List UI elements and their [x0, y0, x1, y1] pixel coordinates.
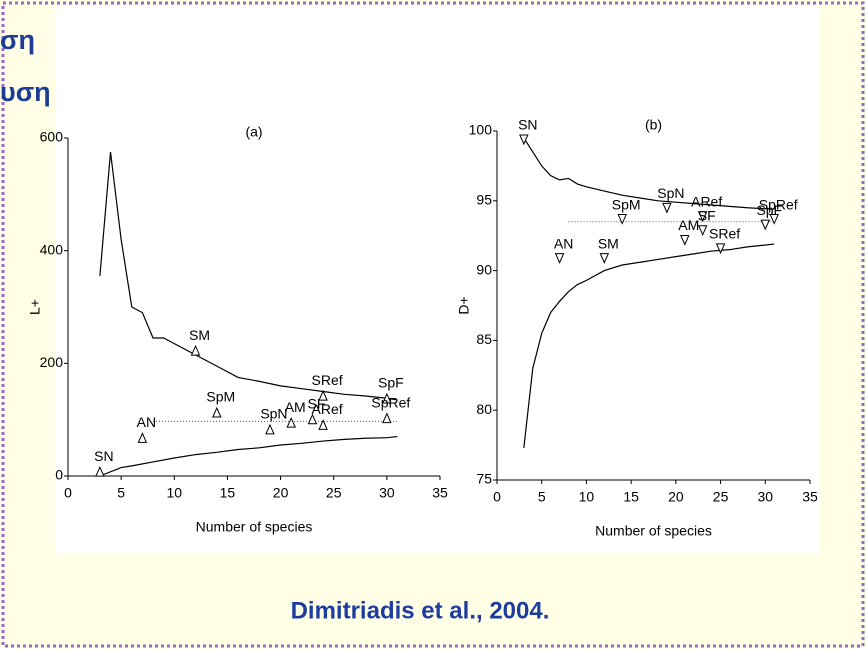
heading-line: ση [0, 25, 35, 55]
point [137, 432, 148, 443]
x-tick-label: 5 [117, 485, 125, 501]
point-label: AM [285, 399, 306, 415]
point-label: SpM [612, 196, 641, 212]
chart-title: (b) [645, 117, 662, 133]
point [318, 389, 328, 401]
point [697, 211, 708, 222]
x-tick-label: 20 [273, 485, 289, 501]
point-label: SF [698, 207, 716, 223]
point-label: SpRef [759, 196, 798, 212]
lower-limit [523, 243, 775, 448]
y-tick-label: 90 [476, 261, 492, 277]
point [554, 253, 565, 264]
point [95, 465, 105, 477]
y-tick-label: 200 [40, 354, 64, 370]
point [662, 202, 672, 214]
y-tick-label: 80 [476, 401, 492, 417]
point [519, 134, 529, 146]
point [286, 416, 296, 428]
point-label: AN [554, 235, 573, 251]
point-label: SpF [378, 375, 404, 391]
y-tick-label: 95 [476, 192, 492, 208]
point-label: SpF [756, 202, 782, 218]
y-tick-label: 0 [55, 467, 63, 483]
point-label: SRef [709, 226, 740, 242]
point-label: SpRef [371, 394, 410, 410]
chart-title: (a) [245, 124, 262, 140]
point-label: SN [518, 117, 537, 133]
x-tick-label: 15 [623, 489, 639, 505]
lower-limit [99, 435, 398, 477]
point [769, 214, 779, 225]
point-label: SpM [206, 389, 235, 405]
point [190, 344, 201, 356]
point [212, 406, 222, 418]
x-tick-label: 30 [379, 485, 395, 501]
x-tick-label: 5 [538, 489, 546, 505]
y-axis-label: L+ [27, 299, 43, 315]
point-label: SN [94, 448, 113, 464]
point-label: ARef [312, 401, 343, 417]
heading-line: υση [0, 77, 51, 107]
point [599, 253, 610, 264]
x-tick-label: 0 [493, 489, 501, 505]
point [680, 234, 690, 246]
x-tick-label: 0 [64, 485, 72, 501]
point-label: SM [189, 327, 210, 343]
x-tick-label: 10 [579, 489, 595, 505]
y-tick-label: 75 [476, 471, 492, 487]
point [760, 219, 771, 231]
x-tick-label: 35 [432, 485, 448, 501]
point [318, 419, 328, 430]
point-label: SRef [312, 372, 343, 388]
point-label: ARef [691, 193, 722, 209]
figure-area [55, 6, 820, 554]
y-tick-label: 600 [40, 129, 64, 145]
point [382, 392, 392, 404]
point [715, 243, 726, 255]
x-tick-label: 25 [713, 489, 729, 505]
point-label: AM [678, 217, 699, 233]
x-tick-label: 30 [757, 489, 773, 505]
x-tick-label: 15 [220, 485, 236, 501]
x-axis-label: Number of species [595, 523, 712, 539]
point-label: AN [137, 414, 156, 430]
point-label: SM [598, 235, 619, 251]
x-tick-label: 35 [802, 489, 818, 505]
point [382, 412, 392, 424]
point [617, 214, 627, 225]
x-tick-label: 10 [166, 485, 182, 501]
x-tick-label: 25 [326, 485, 342, 501]
upper-limit [99, 152, 398, 401]
point [265, 423, 275, 435]
x-axis-label: Number of species [196, 519, 313, 535]
y-tick-label: 400 [40, 241, 64, 257]
citation: Dimitriadis et al., 2004. [291, 597, 550, 624]
y-tick-label: 100 [469, 122, 493, 138]
point [307, 413, 318, 425]
y-tick-label: 85 [476, 331, 492, 347]
point-label: SpN [260, 406, 287, 422]
upper-limit [523, 137, 775, 210]
point-label: SpN [657, 185, 684, 201]
point [697, 225, 708, 236]
x-tick-label: 20 [668, 489, 684, 505]
y-axis-label: D+ [456, 296, 472, 314]
